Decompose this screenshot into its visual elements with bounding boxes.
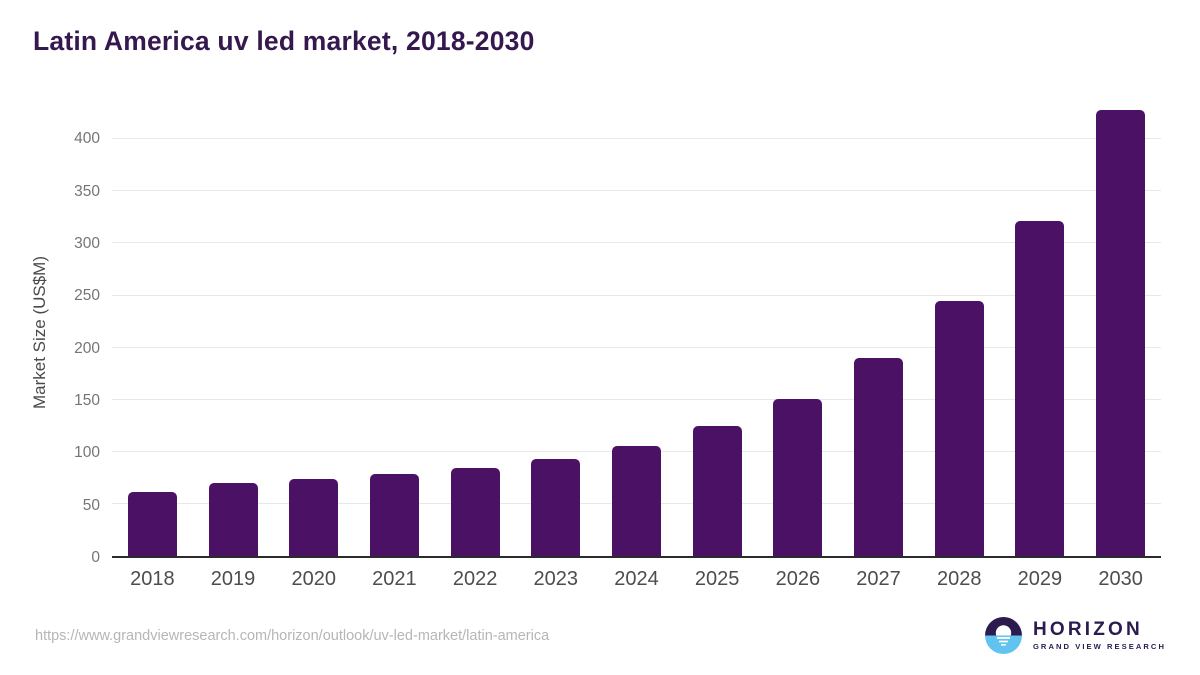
- x-axis-labels: 2018 2019 2020 2021 2022 2023 2024 2025 2026 2027…: [112, 568, 1161, 591]
- x-tick-label-2023: 2023: [533, 568, 579, 590]
- y-tick-label-100: 100: [74, 444, 100, 462]
- y-tick-label-250: 250: [74, 287, 100, 305]
- x-tick-label-2024: 2024: [614, 568, 659, 590]
- bar-2023: [531, 459, 581, 556]
- source-url: https://www.grandviewresearch.com/horizo…: [35, 628, 550, 644]
- bar-slot-2026: [758, 108, 839, 556]
- gridline-150: [112, 398, 1161, 400]
- x-tick-label-2030: 2030: [1098, 568, 1143, 590]
- bar-2022: [450, 468, 500, 556]
- plot-area: [112, 108, 1161, 558]
- x-tick-label-2027: 2027: [856, 568, 901, 590]
- x-tick-label-2026: 2026: [775, 568, 821, 590]
- bar-slot-2019: [193, 108, 274, 556]
- gridline-400: [112, 138, 1161, 140]
- gridline-250: [112, 294, 1161, 296]
- bar-slot-2024: [596, 108, 677, 556]
- y-axis-ticks: 0 50 100 150 200 250 300 350 400: [0, 108, 100, 566]
- gridline-200: [112, 346, 1161, 348]
- x-tick-label-2028: 2028: [936, 568, 982, 590]
- bar-2025: [692, 425, 742, 556]
- bar-2028: [934, 300, 984, 556]
- bar-slot-2028: [919, 108, 1000, 556]
- bar-slot-2020: [273, 108, 354, 556]
- bar-slot-2027: [838, 108, 919, 556]
- y-tick-label-400: 400: [74, 130, 100, 148]
- y-tick-label-200: 200: [74, 339, 100, 357]
- x-tick-label-2021: 2021: [372, 568, 417, 590]
- x-tick-label-2025: 2025: [694, 568, 740, 590]
- logo-name: HORIZON: [1032, 619, 1143, 641]
- bars-row: [112, 108, 1161, 556]
- x-tick-label-2029: 2029: [1017, 568, 1063, 590]
- bar-slot-2018: [112, 108, 193, 556]
- gridline-300: [112, 242, 1161, 244]
- bar-slot-2021: [354, 108, 435, 556]
- x-tick-label-2020: 2020: [291, 568, 336, 590]
- horizon-logo: HORIZON GRAND VIEW RESEARCH: [984, 616, 1166, 655]
- x-tick-label-2019: 2019: [210, 568, 256, 590]
- bar-2019: [208, 483, 258, 556]
- x-tick-label-2018: 2018: [130, 568, 175, 590]
- bar-slot-2030: [1080, 108, 1161, 556]
- bar-2026: [773, 398, 823, 556]
- logo-tagline: GRAND VIEW RESEARCH: [1032, 641, 1166, 651]
- bar-slot-2029: [1000, 108, 1081, 556]
- bar-slot-2025: [677, 108, 758, 556]
- bar-2030: [1096, 110, 1146, 556]
- page-title: Latin America uv led market, 2018-2030: [33, 26, 535, 56]
- bar-2021: [369, 473, 419, 556]
- horizon-logo-text: HORIZON GRAND VIEW RESEARCH: [1033, 620, 1166, 651]
- bar-slot-2022: [435, 108, 516, 556]
- gridline-350: [112, 190, 1161, 192]
- bar-2024: [611, 445, 661, 556]
- bar-2020: [289, 478, 339, 556]
- bar-slot-2023: [515, 108, 596, 556]
- y-tick-label-0: 0: [91, 549, 100, 566]
- y-tick-label-350: 350: [74, 182, 100, 200]
- y-tick-label-150: 150: [74, 392, 100, 410]
- y-tick-label-300: 300: [74, 235, 100, 253]
- bar-2018: [127, 492, 177, 556]
- horizon-logo-icon: [984, 617, 1022, 654]
- bar-2029: [1015, 220, 1065, 556]
- x-tick-label-2022: 2022: [452, 568, 498, 590]
- bar-2027: [854, 358, 904, 556]
- y-tick-label-50: 50: [82, 496, 100, 514]
